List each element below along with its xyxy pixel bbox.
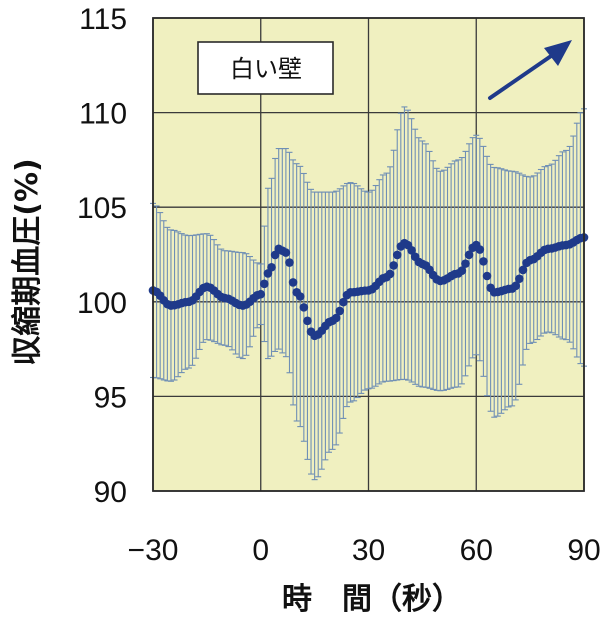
data-point <box>479 257 488 266</box>
x-axis-ticks: −30 0 30 60 90 <box>128 534 601 567</box>
x-axis-title: 時 間（秒） <box>282 582 462 617</box>
annotation-box: 白い壁 <box>197 41 334 95</box>
arrow-up-right-icon <box>488 40 572 100</box>
data-points <box>148 233 589 341</box>
data-point <box>335 306 345 316</box>
y-tick-label: 95 <box>94 381 127 414</box>
annotation-label: 白い壁 <box>230 55 302 83</box>
data-point <box>260 279 269 289</box>
data-point <box>339 297 348 307</box>
data-point <box>256 289 266 299</box>
data-point <box>281 248 291 257</box>
x-tick-label: 30 <box>352 534 385 567</box>
data-point <box>385 269 395 279</box>
data-point <box>285 258 294 267</box>
plot-frame <box>152 17 585 492</box>
x-tick-label: −30 <box>128 534 179 567</box>
data-point <box>475 245 485 254</box>
data-point <box>407 246 416 255</box>
data-point <box>295 292 305 301</box>
x-tick-label: 60 <box>460 534 493 567</box>
y-tick-label: 110 <box>79 98 127 131</box>
data-point <box>511 281 521 291</box>
data-point <box>331 313 341 323</box>
data-point <box>389 261 398 270</box>
data-point <box>288 278 298 287</box>
data-point <box>461 259 470 268</box>
data-point <box>392 250 402 260</box>
x-tick-label: 90 <box>567 534 600 567</box>
x-tick-label: 0 <box>252 534 269 567</box>
y-tick-label: 115 <box>79 3 127 36</box>
y-tick-label: 90 <box>94 476 127 509</box>
y-tick-label: 105 <box>77 192 127 225</box>
data-point <box>515 274 524 284</box>
data-point <box>518 265 528 275</box>
data-point <box>464 250 474 260</box>
y-axis-ticks: 90 95 100 105 110 115 <box>77 3 127 509</box>
y-tick-label: 100 <box>77 287 127 320</box>
data-point <box>299 303 309 312</box>
y-axis-title: 収縮期血圧(%) <box>10 158 45 365</box>
data-point <box>457 266 467 276</box>
data-point <box>482 271 492 281</box>
data-point <box>267 262 276 272</box>
data-point <box>303 316 312 326</box>
